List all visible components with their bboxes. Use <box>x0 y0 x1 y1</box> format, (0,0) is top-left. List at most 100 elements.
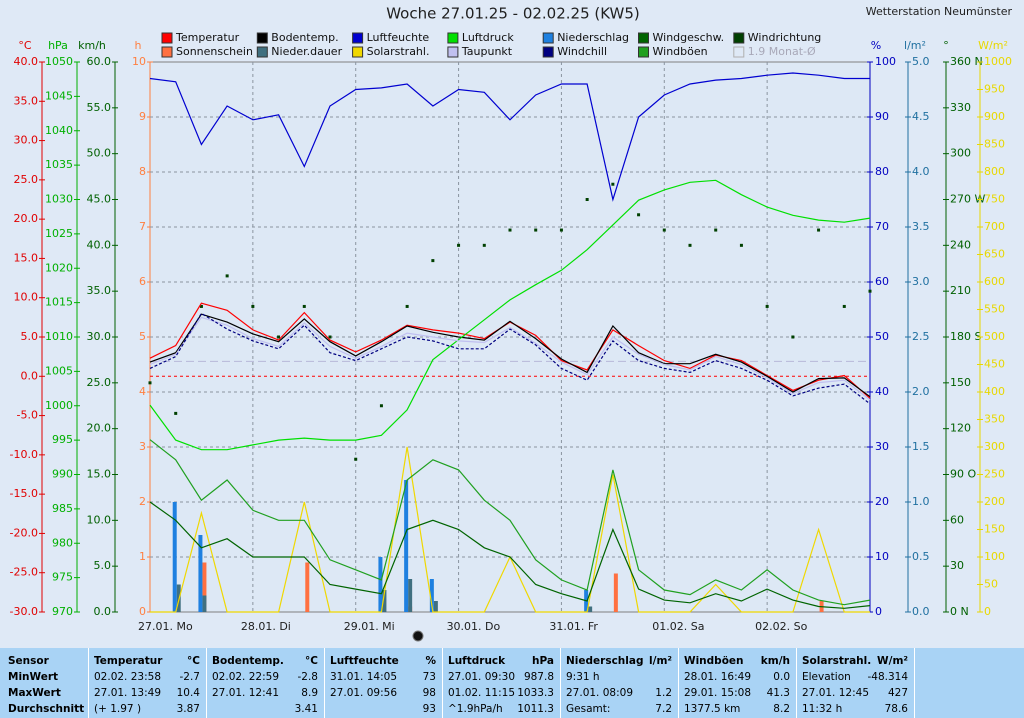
y-tick-label: 1020 <box>45 261 73 274</box>
y-tick-label: 10.0 <box>14 291 39 304</box>
table-cell: Solarstrahl. <box>802 655 872 667</box>
table-cell: 1033.3 <box>517 687 554 699</box>
wind-direction-dot <box>662 228 666 232</box>
table-cell: 9:31 h <box>566 671 600 683</box>
wind-direction-dot <box>791 335 795 339</box>
table-cell: 427 <box>887 687 908 699</box>
table-cell: Luftdruck <box>448 655 506 667</box>
table-cell: 8.9 <box>301 687 318 699</box>
table-cell: 29.01. 15:08 <box>684 687 751 699</box>
table-cell: 7.2 <box>655 703 672 715</box>
axis-title: W/m² <box>978 39 1008 52</box>
axis-title: % <box>871 39 881 52</box>
axis-title: l/m² <box>904 39 926 52</box>
column-separator <box>914 648 915 718</box>
y-tick-label: 980 <box>52 536 73 549</box>
table-cell: l/m² <box>649 655 672 667</box>
wind-direction-dot <box>842 304 846 308</box>
axis-title: °C <box>18 39 32 52</box>
y-tick-label: 270 W <box>950 193 985 206</box>
y-tick-label: 5.0 <box>21 330 39 343</box>
table-cell: 27.01. 08:09 <box>566 687 633 699</box>
table-cell: 73 <box>422 671 436 683</box>
y-tick-label: 0 <box>984 605 991 618</box>
table-cell: -2.8 <box>297 671 319 683</box>
wind-direction-dot <box>534 228 538 232</box>
bar <box>202 595 207 612</box>
y-tick-label: 1000 <box>45 399 73 412</box>
y-tick-label: 330 <box>950 101 971 114</box>
y-tick-label: 120 <box>950 422 971 435</box>
x-tick-label: 02.02. So <box>755 620 807 633</box>
y-tick-label: 250 <box>984 468 1005 481</box>
legend-label: Taupunkt <box>461 45 513 58</box>
wind-direction-dot <box>714 228 718 232</box>
table-cell: °C <box>305 655 318 667</box>
series-line <box>149 302 871 399</box>
column-separator <box>206 648 207 718</box>
wind-direction-dot <box>251 304 255 308</box>
y-tick-label: 350 <box>984 413 1005 426</box>
y-tick-label: 1000 <box>984 55 1012 68</box>
table-cell: Luftfeuchte <box>330 655 399 667</box>
series-line <box>149 439 871 606</box>
legend-label: Sonnenschein <box>176 45 253 58</box>
table-cell: Durchschnitt <box>8 703 85 715</box>
bar <box>588 606 593 612</box>
table-cell: km/h <box>760 655 790 667</box>
legend-swatch <box>638 46 649 58</box>
wind-direction-dot <box>431 259 435 263</box>
wind-direction-dot <box>174 411 178 415</box>
table-cell: MinWert <box>8 671 59 683</box>
table-cell: Elevation <box>802 671 851 683</box>
y-tick-label: -25.0 <box>10 566 38 579</box>
y-tick-label: 20 <box>875 495 889 508</box>
y-tick-label: -30.0 <box>10 605 38 618</box>
y-tick-label: 2.0 <box>912 385 930 398</box>
y-tick-label: 1010 <box>45 330 73 343</box>
y-tick-label: 0.0 <box>21 369 39 382</box>
y-tick-label: 30.0 <box>14 134 39 147</box>
legend-swatch <box>161 46 173 58</box>
bar <box>404 480 409 612</box>
wind-direction-dot <box>405 304 409 308</box>
legend-label: Luftfeuchte <box>367 31 430 44</box>
y-tick-label: 1035 <box>45 158 73 171</box>
y-tick-label: 50.0 <box>87 147 112 160</box>
legend-label: 1.9 Monat-Ø <box>748 45 816 58</box>
y-tick-label: 400 <box>984 385 1005 398</box>
y-tick-label: 2 <box>139 495 146 508</box>
series-line <box>149 501 871 609</box>
table-cell: 3.41 <box>294 703 318 715</box>
table-cell: 93 <box>422 703 436 715</box>
x-tick-label: 28.01. Di <box>241 620 291 633</box>
axis-title: km/h <box>78 39 106 52</box>
wind-direction-dot <box>637 213 641 217</box>
column-separator <box>324 648 325 718</box>
column-separator <box>796 648 797 718</box>
y-tick-label: 650 <box>984 248 1005 261</box>
table-cell: % <box>425 655 436 667</box>
axis-title: hPa <box>48 39 68 52</box>
bar <box>613 573 618 612</box>
y-tick-label: 3.0 <box>912 275 930 288</box>
table-cell: 31.01. 14:05 <box>330 671 397 683</box>
x-tick-label: 27.01. Mo <box>138 620 193 633</box>
legend-label: Niederschlag <box>557 31 629 44</box>
table-cell: 27.01. 13:49 <box>94 687 161 699</box>
table-cell: MaxWert <box>8 687 61 699</box>
column-separator <box>88 648 89 718</box>
y-tick-label: -5.0 <box>17 409 38 422</box>
wind-direction-dot <box>765 304 769 308</box>
y-tick-label: 4 <box>139 385 146 398</box>
table-cell: 27.01. 12:45 <box>802 687 869 699</box>
legend-label: Bodentemp. <box>271 31 338 44</box>
y-tick-label: 975 <box>52 571 73 584</box>
legend-label: Temperatur <box>175 31 240 44</box>
legend-swatch <box>447 46 459 58</box>
legend-swatch <box>352 46 364 58</box>
y-tick-label: 500 <box>984 330 1005 343</box>
legend-swatch <box>542 32 554 44</box>
y-tick-label: 180 S <box>950 330 981 343</box>
y-tick-label: 1030 <box>45 193 73 206</box>
